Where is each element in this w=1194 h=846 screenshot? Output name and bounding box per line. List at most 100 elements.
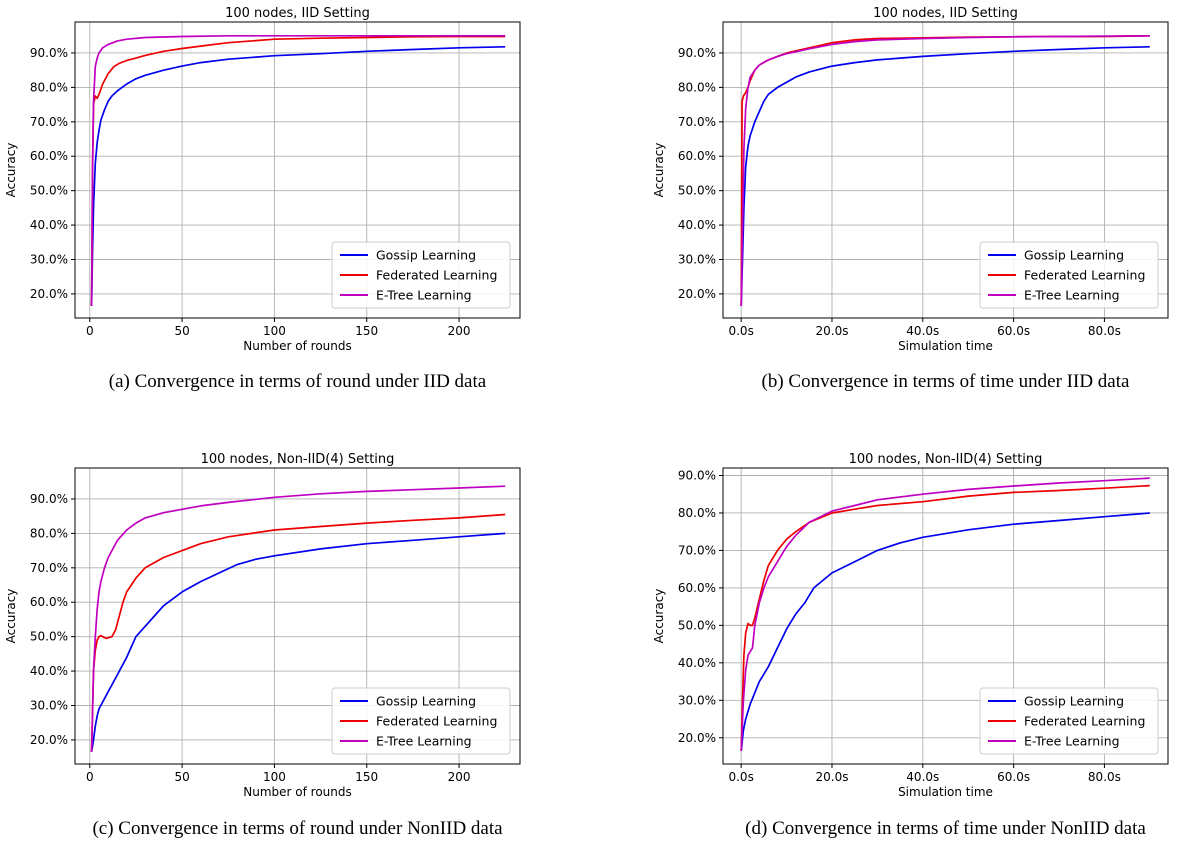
series-line-federated-learning — [740, 484, 1150, 751]
x-tick-label: 20.0s — [815, 324, 848, 338]
legend-label: Federated Learning — [376, 714, 497, 729]
y-tick-label: 70.0% — [30, 115, 68, 129]
x-tick-label: 0.0s — [728, 324, 753, 338]
y-tick-label: 20.0% — [678, 287, 716, 301]
x-tick-label: 50 — [174, 324, 189, 338]
series-line-gossip-learning — [740, 45, 1150, 307]
y-tick-label: 80.0% — [678, 506, 716, 520]
legend: Gossip Learning Federated Learning E-Tree … — [979, 241, 1159, 309]
y-tick-label: 90.0% — [30, 46, 68, 60]
y-tick-label: 90.0% — [678, 46, 716, 60]
y-tick-label: 50.0% — [30, 630, 68, 644]
x-tick-label: 100 — [263, 324, 286, 338]
x-tick-label: 100 — [263, 770, 286, 784]
legend-label: E-Tree Learning — [1024, 734, 1120, 749]
series-line-e-tree-learning — [90, 485, 506, 753]
chart-title: 100 nodes, IID Setting — [225, 6, 370, 21]
y-tick-label: 30.0% — [678, 693, 716, 707]
y-tick-label: 20.0% — [30, 733, 68, 747]
figure-caption: (a) Convergence in terms of round under … — [109, 371, 487, 392]
y-tick-label: 60.0% — [678, 149, 716, 163]
chart-panel-4: 20.0% 30.0% 40.0% 50.0% 60.0% 70.0% 80.0% 90.0%… — [652, 452, 1169, 839]
y-tick-label: 70.0% — [30, 561, 68, 575]
x-tick-label: 60.0s — [997, 770, 1030, 784]
legend-label: Federated Learning — [1024, 268, 1145, 283]
y-tick-label: 40.0% — [678, 656, 716, 670]
series-line-e-tree-learning — [740, 34, 1150, 307]
series-line-e-tree-learning — [740, 477, 1150, 751]
y-tick-label: 40.0% — [30, 218, 68, 232]
series-line-federated-learning — [90, 513, 506, 753]
figure-caption: (d) Convergence in terms of time under N… — [745, 818, 1146, 839]
x-tick-label: 20.0s — [815, 770, 848, 784]
plot-frame — [74, 467, 521, 765]
y-tick-label: 50.0% — [30, 184, 68, 198]
y-tick-label: 80.0% — [30, 526, 68, 540]
x-tick-label: 40.0s — [906, 770, 939, 784]
x-axis-label: Number of rounds — [243, 785, 352, 799]
chart-panel-3: 20.0% 30.0% 40.0% 50.0% 60.0% 70.0% 80.0% 90.0%… — [4, 452, 521, 839]
legend-label: E-Tree Learning — [376, 734, 472, 749]
legend-box — [331, 241, 511, 309]
y-axis-label: Accuracy — [4, 143, 18, 198]
y-tick-label: 60.0% — [30, 595, 68, 609]
legend-box — [331, 687, 511, 755]
legend-label: E-Tree Learning — [1024, 288, 1120, 303]
series-line-gossip-learning — [90, 45, 506, 307]
legend-box — [979, 241, 1159, 309]
x-tick-label: 80.0s — [1088, 324, 1121, 338]
x-tick-label: 40.0s — [906, 324, 939, 338]
y-tick-label: 70.0% — [678, 115, 716, 129]
series-line-gossip-learning — [740, 512, 1150, 751]
y-axis-label: Accuracy — [652, 143, 666, 198]
y-tick-label: 50.0% — [678, 618, 716, 632]
x-tick-label: 200 — [448, 770, 471, 784]
y-tick-label: 40.0% — [678, 218, 716, 232]
legend: Gossip Learning Federated Learning E-Tree … — [331, 241, 511, 309]
y-tick-label: 90.0% — [30, 492, 68, 506]
y-tick-label: 60.0% — [30, 149, 68, 163]
series-line-federated-learning — [90, 35, 506, 307]
x-tick-label: 60.0s — [997, 324, 1030, 338]
series-line-gossip-learning — [90, 532, 506, 753]
figure-caption: (b) Convergence in terms of time under I… — [762, 371, 1130, 392]
legend-label: Federated Learning — [1024, 714, 1145, 729]
plot-frame — [722, 467, 1169, 765]
y-tick-label: 30.0% — [678, 252, 716, 266]
y-tick-label: 90.0% — [678, 468, 716, 482]
y-tick-label: 40.0% — [30, 664, 68, 678]
x-axis-label: Simulation time — [898, 785, 993, 799]
y-axis-label: Accuracy — [652, 589, 666, 644]
x-tick-label: 0.0s — [728, 770, 753, 784]
x-tick-label: 150 — [355, 324, 378, 338]
chart-title: 100 nodes, IID Setting — [873, 6, 1018, 21]
legend-box — [979, 687, 1159, 755]
legend: Gossip Learning Federated Learning E-Tree … — [979, 687, 1159, 755]
x-tick-label: 0 — [86, 770, 94, 784]
x-tick-label: 0 — [86, 324, 94, 338]
y-axis-label: Accuracy — [4, 589, 18, 644]
legend-label: Federated Learning — [376, 268, 497, 283]
chart-panel-1: 20.0% 30.0% 40.0% 50.0% 60.0% 70.0% 80.0% 90.0%… — [4, 6, 521, 392]
y-tick-label: 80.0% — [678, 80, 716, 94]
y-tick-label: 50.0% — [678, 184, 716, 198]
plot-frame — [722, 21, 1169, 319]
x-tick-label: 150 — [355, 770, 378, 784]
plot-frame — [74, 21, 521, 319]
legend-label: Gossip Learning — [376, 248, 476, 263]
x-axis-label: Simulation time — [898, 339, 993, 353]
series-line-e-tree-learning — [90, 34, 506, 307]
y-tick-label: 20.0% — [30, 287, 68, 301]
chart-title: 100 nodes, Non-IID(4) Setting — [849, 452, 1043, 467]
y-tick-label: 70.0% — [678, 543, 716, 557]
x-axis-label: Number of rounds — [243, 339, 352, 353]
legend: Gossip Learning Federated Learning E-Tree … — [331, 687, 511, 755]
legend-label: Gossip Learning — [1024, 248, 1124, 263]
chart-panel-2: 20.0% 30.0% 40.0% 50.0% 60.0% 70.0% 80.0% 90.0%… — [652, 6, 1169, 392]
y-tick-label: 30.0% — [30, 698, 68, 712]
y-tick-label: 20.0% — [678, 731, 716, 745]
y-tick-label: 80.0% — [30, 80, 68, 94]
legend-label: Gossip Learning — [376, 694, 476, 709]
y-tick-label: 30.0% — [30, 252, 68, 266]
